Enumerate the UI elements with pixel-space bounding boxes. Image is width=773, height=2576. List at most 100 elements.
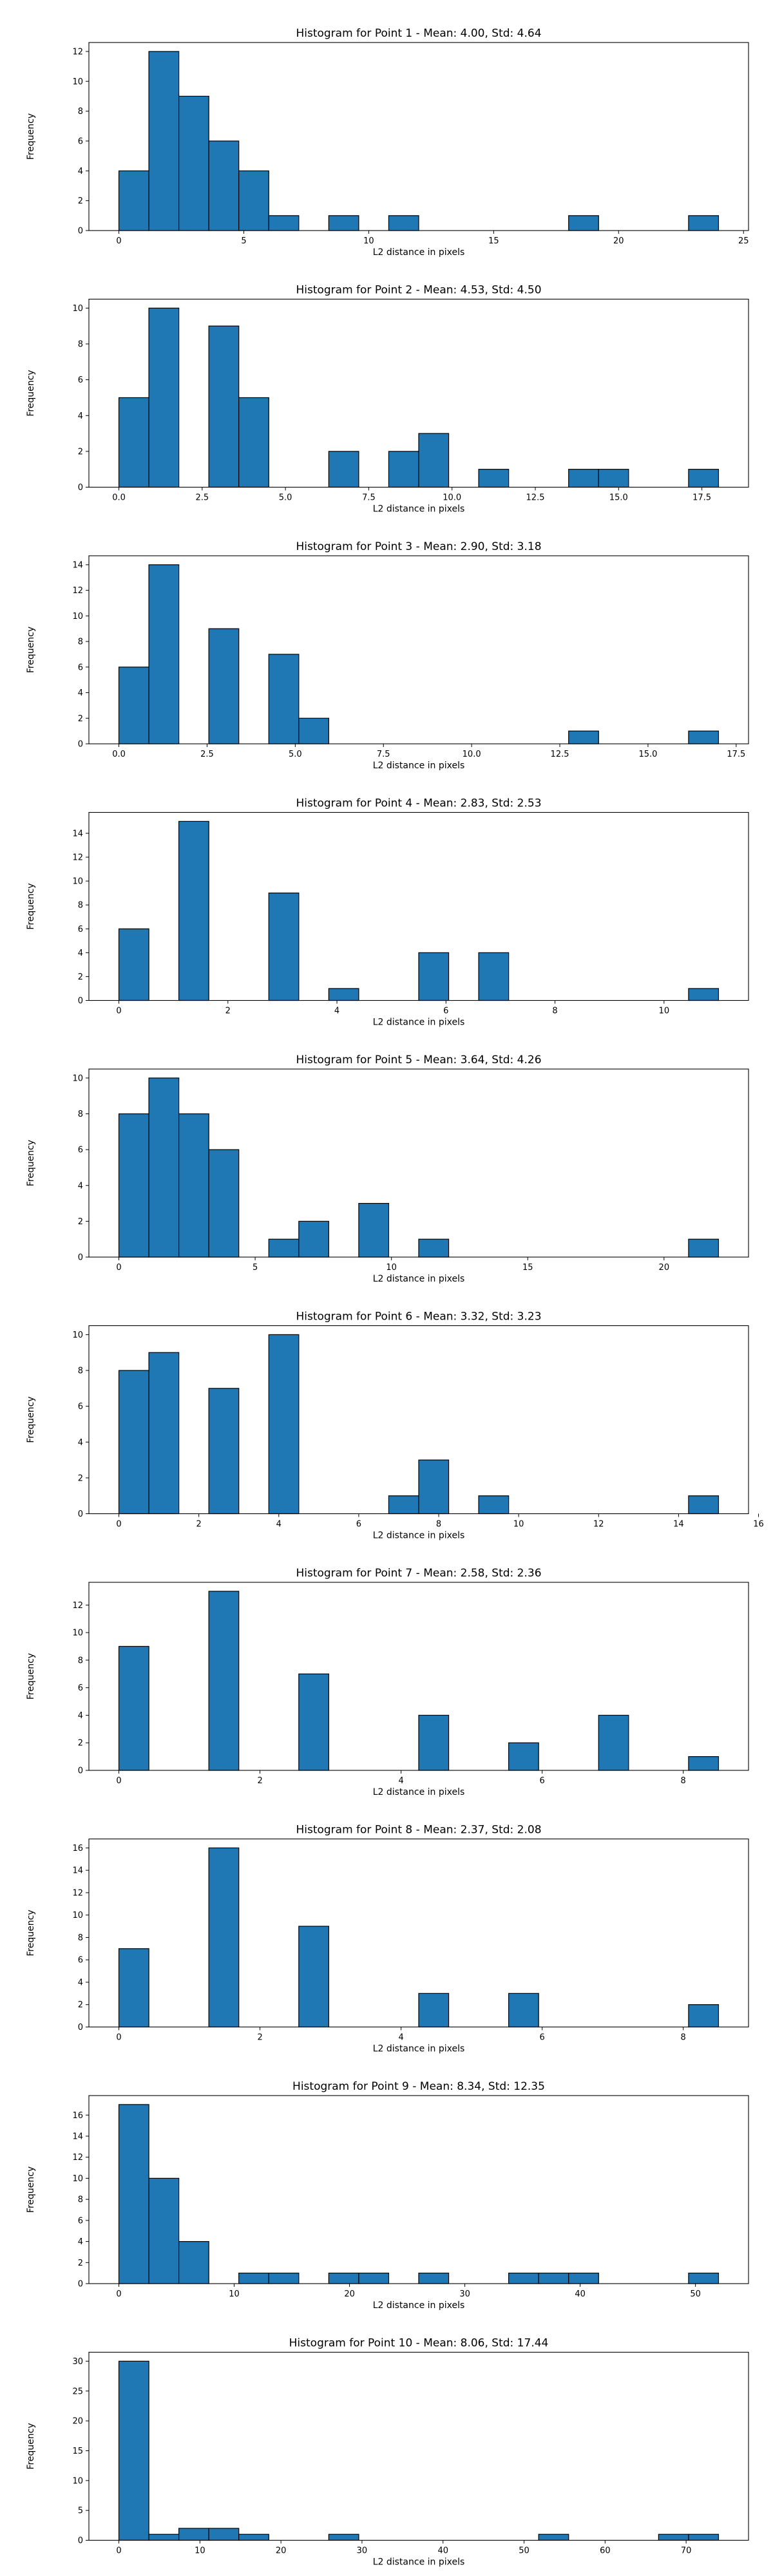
x-axis-label: L2 distance in pixels <box>373 2044 465 2054</box>
histogram-bar <box>328 2533 359 2541</box>
y-tick-label: 8 <box>78 638 83 647</box>
y-tick-label: 10 <box>72 304 83 314</box>
x-tick-label: 0.0 <box>112 750 126 759</box>
y-tick-label: 0 <box>78 227 83 236</box>
chart-2: 0.0 2.5 5.0 7.5 10.0 12.5 15.0 17.5 0 2 4 6 8 10 Histo… <box>26 284 749 515</box>
y-tick-label: 0 <box>78 2023 83 2032</box>
histogram-bar <box>118 2360 149 2541</box>
y-tick-label: 10 <box>72 1911 83 1920</box>
histogram-bar <box>478 469 510 488</box>
y-tick-label: 4 <box>78 2237 83 2247</box>
x-tick-label: 10.0 <box>443 493 461 503</box>
y-tick-label: 14 <box>72 1866 83 1876</box>
x-tick-label: 14 <box>673 1520 684 1530</box>
y-tick-label: 0 <box>78 2536 83 2546</box>
chart-title: Histogram for Point 9 - Mean: 8.34, Std:… <box>292 2080 545 2093</box>
histogram-bar <box>118 397 149 488</box>
histogram-bar <box>178 95 209 231</box>
x-tick-label: 0 <box>116 1263 121 1273</box>
chart-6: 0 2 4 6 8 10 12 14 16 0 2 4 6 8 10 Histogram for Point … <box>26 1311 764 1541</box>
y-tick-label: 10 <box>72 77 83 87</box>
histogram-bar <box>178 820 209 1001</box>
x-tick-label: 40 <box>437 2546 448 2556</box>
histogram-bar <box>388 451 419 488</box>
x-tick-label: 10 <box>386 1263 397 1273</box>
histogram-bar <box>298 1926 329 2028</box>
bars <box>118 564 720 744</box>
x-tick-label: 30 <box>357 2546 368 2556</box>
chart-title: Histogram for Point 1 - Mean: 4.00, Std:… <box>296 27 541 40</box>
histogram-bar <box>418 1459 450 1515</box>
bars <box>118 820 720 1001</box>
y-tick-label: 12 <box>72 586 83 596</box>
x-tick-label: 0 <box>116 236 121 246</box>
x-tick-label: 6 <box>443 1007 448 1016</box>
histogram-bar <box>658 2533 689 2541</box>
axes-frame <box>88 2095 749 2284</box>
histogram-bar <box>268 893 300 1001</box>
histogram-bar <box>148 307 180 488</box>
y-tick-label: 6 <box>78 925 83 934</box>
x-tick-label: 0 <box>116 1007 121 1016</box>
y-tick-label: 12 <box>72 2153 83 2163</box>
x-tick-label: 10 <box>229 2289 240 2299</box>
x-tick-label: 4 <box>334 1007 339 1016</box>
y-tick-label: 12 <box>72 47 83 57</box>
y-axis-label: Frequency <box>26 113 36 160</box>
x-tick-label: 40 <box>575 2289 586 2299</box>
y-axis-label: Frequency <box>26 1396 36 1443</box>
axes-frame <box>88 1582 749 1771</box>
y-axis-label: Frequency <box>26 370 36 416</box>
histogram-bar <box>268 1238 300 1258</box>
y-tick-label: 12 <box>72 1888 83 1898</box>
histogram-bar <box>118 1370 149 1515</box>
histogram-bar <box>418 433 450 488</box>
x-tick-label: 17.5 <box>692 493 711 503</box>
y-tick-label: 8 <box>78 901 83 911</box>
x-tick-label: 5.0 <box>279 493 292 503</box>
histogram-bar <box>478 1495 510 1515</box>
chart-title: Histogram for Point 10 - Mean: 8.06, Std… <box>289 2337 549 2350</box>
histogram-bar <box>358 1202 390 1258</box>
y-tick-label: 4 <box>78 1181 83 1191</box>
histogram-bar <box>508 2273 539 2284</box>
histogram-bar <box>208 1591 240 1771</box>
histogram-bar <box>328 2273 359 2284</box>
y-tick-label: 14 <box>72 2132 83 2141</box>
histogram-bar <box>358 2273 390 2284</box>
histogram-bar <box>598 1714 629 1771</box>
y-axis-label: Frequency <box>26 2423 36 2469</box>
x-axis-label: L2 distance in pixels <box>373 2300 465 2311</box>
histogram-bar <box>688 215 720 231</box>
histogram-bar <box>208 1149 240 1258</box>
axes-frame <box>88 42 749 231</box>
histogram-bar <box>268 2273 300 2284</box>
x-tick-label: 10 <box>659 1007 670 1016</box>
histogram-bar <box>118 1645 149 1771</box>
histogram-bar <box>418 2273 450 2284</box>
histogram-bar <box>298 1220 329 1258</box>
histogram-bar <box>118 1948 149 2028</box>
y-tick-label: 8 <box>78 107 83 117</box>
histogram-bar <box>418 1993 450 2028</box>
y-tick-label: 2 <box>78 714 83 724</box>
y-tick-label: 6 <box>78 1146 83 1155</box>
x-tick-label: 70 <box>681 2546 692 2556</box>
x-tick-label: 10.0 <box>463 750 481 759</box>
x-tick-label: 7.5 <box>377 750 390 759</box>
y-tick-label: 8 <box>78 1933 83 1943</box>
axes-frame <box>88 555 749 744</box>
x-tick-label: 7.5 <box>362 493 376 503</box>
x-axis-label: L2 distance in pixels <box>373 2557 465 2568</box>
histogram-bar <box>568 469 599 488</box>
histogram-bar <box>298 717 329 744</box>
x-tick-label: 5.0 <box>289 750 302 759</box>
x-axis-label: L2 distance in pixels <box>373 761 465 771</box>
histogram-bar <box>208 1388 240 1515</box>
chart-1: 0 5 10 15 20 25 0 2 4 6 8 10 12 Histogram for Point 1… <box>26 27 749 258</box>
y-tick-label: 0 <box>78 1766 83 1776</box>
chart-7: 0 2 4 6 8 0 2 4 6 8 10 12 Histogram for Point 7 - Me… <box>26 1567 749 1797</box>
x-tick-label: 15.0 <box>638 750 657 759</box>
y-tick-label: 8 <box>78 1110 83 1119</box>
y-tick-label: 10 <box>72 612 83 621</box>
